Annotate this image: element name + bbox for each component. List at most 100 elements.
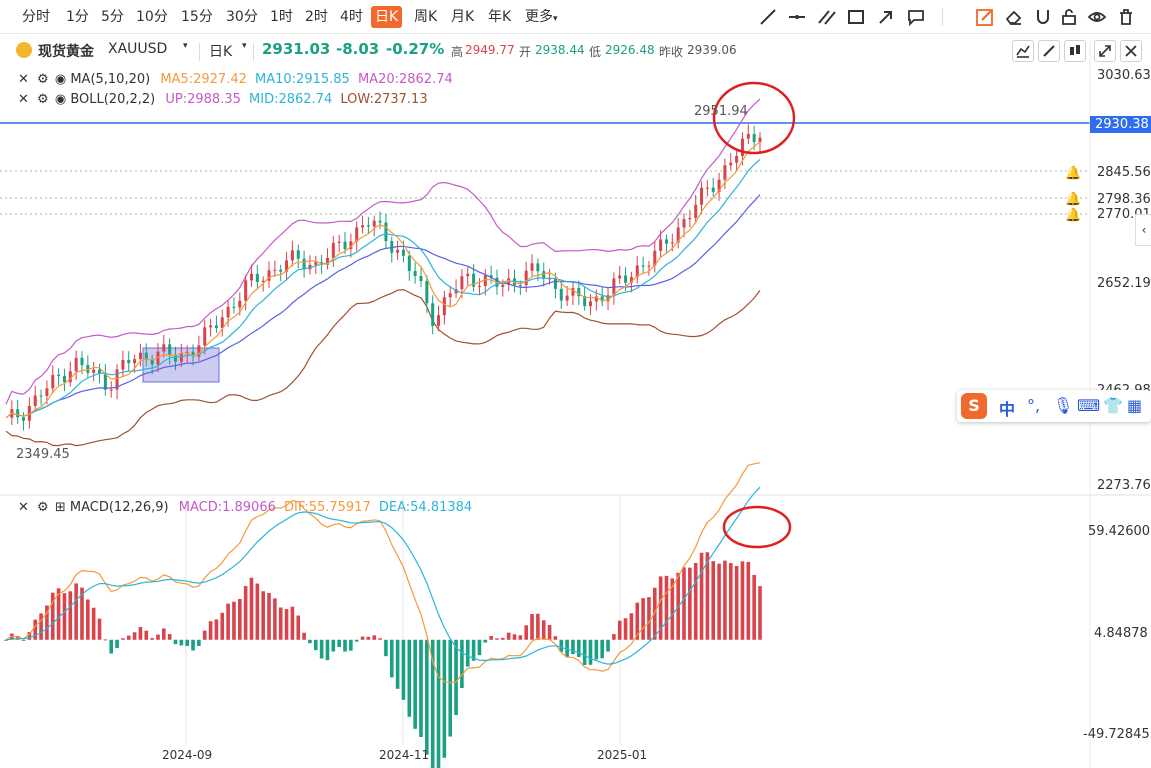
ma5-line (5, 141, 761, 419)
settings-icon[interactable]: ⚙ (37, 72, 49, 87)
candle-body (477, 285, 481, 287)
eraser-icon[interactable] (1004, 7, 1024, 27)
period-dropdown-icon[interactable]: ▾ (242, 41, 247, 51)
tf-fenshi[interactable]: 分时 (22, 9, 50, 25)
candle-body (168, 344, 172, 355)
candle-body (22, 417, 26, 421)
macd-bar (97, 618, 102, 640)
alert-bell-icon[interactable]: 🔔 (1065, 208, 1082, 223)
chart-grid (0, 40, 1151, 768)
macd-bar (121, 638, 125, 640)
candle-body (425, 281, 429, 304)
keyboard-icon[interactable]: ⌨ (1077, 396, 1101, 415)
tf-10min[interactable]: 10分 (136, 9, 168, 25)
candle-body (337, 241, 341, 243)
tf-4h[interactable]: 4时 (340, 9, 363, 25)
tf-daily[interactable]: 日K (371, 6, 403, 28)
tf-1min[interactable]: 1分 (66, 9, 89, 25)
fullscreen-button[interactable] (1094, 40, 1116, 62)
tf-15min[interactable]: 15分 (181, 9, 213, 25)
comment-icon[interactable] (906, 7, 926, 27)
candles (10, 124, 762, 431)
pencil-icon[interactable] (975, 7, 995, 27)
toolbox-icon[interactable]: ▦ (1127, 396, 1143, 415)
candle-body (203, 327, 207, 346)
open-label: 开 (519, 45, 532, 59)
candle-body (536, 263, 540, 272)
macd-bar (728, 563, 733, 640)
candle-icon (1070, 45, 1080, 55)
ime-toolbar[interactable]: S 中 °, 🎙 ⌨ 👕 ▦ (957, 390, 1151, 422)
candle-body (255, 273, 259, 282)
candle-body (396, 249, 400, 253)
macd-bar (296, 615, 301, 640)
candle-body (349, 241, 353, 250)
macd-bar (536, 613, 540, 640)
candle-type-button[interactable] (1064, 40, 1086, 62)
lock-icon[interactable] (1059, 7, 1079, 27)
candle-body (752, 134, 756, 143)
macd-bar (68, 591, 73, 640)
close-icon[interactable]: ✕ (18, 72, 29, 87)
symbol-name[interactable]: 现货黄金 (38, 44, 94, 60)
macd-bar (173, 639, 178, 645)
macd-bar (103, 639, 108, 641)
macd-bar (629, 613, 634, 640)
candle-body (191, 351, 195, 357)
macd-bar (471, 639, 476, 661)
trash-icon[interactable] (1116, 7, 1136, 27)
microphone-icon[interactable]: 🎙 (1053, 396, 1074, 415)
boll-lower-line (5, 288, 761, 447)
tf-monthly[interactable]: 月K (451, 9, 475, 25)
macd-bar (670, 578, 675, 640)
symbol-code[interactable]: XAUUSD (108, 41, 168, 57)
tf-30min[interactable]: 30分 (226, 9, 258, 25)
add-icon[interactable]: ⊞ (54, 500, 66, 515)
moving-averages (5, 81, 796, 419)
macd-bar (635, 602, 640, 640)
candle-body (466, 273, 470, 277)
macd-bar (419, 639, 423, 738)
candle-body (325, 258, 329, 265)
period-label[interactable]: 日K (209, 44, 233, 60)
candle-body (390, 241, 394, 253)
tf-yearly[interactable]: 年K (488, 9, 512, 25)
alert-bell-icon[interactable]: 🔔 (1065, 166, 1082, 181)
eye-icon[interactable] (1087, 7, 1107, 27)
candle-body (232, 306, 236, 308)
magnet-icon[interactable] (1033, 7, 1053, 27)
close-icon[interactable]: ✕ (18, 92, 29, 107)
tf-5min[interactable]: 5分 (101, 9, 124, 25)
macd-bar (518, 635, 523, 640)
rectangle-icon[interactable] (846, 7, 866, 27)
skin-icon[interactable]: 👕 (1103, 396, 1123, 415)
tf-weekly[interactable]: 周K (414, 9, 438, 25)
arrow-icon[interactable] (876, 7, 896, 27)
alert-bell-icon[interactable]: 🔔 (1065, 192, 1082, 207)
macd-bar (395, 639, 400, 689)
ime-logo-icon[interactable]: S (961, 393, 987, 419)
tf-1h[interactable]: 1时 (270, 9, 293, 25)
close-icon[interactable]: ✕ (18, 500, 29, 515)
trendline-icon[interactable] (758, 7, 778, 27)
visibility-icon[interactable]: ◉ (54, 92, 67, 107)
close-chart-button[interactable] (1120, 40, 1142, 62)
candle-body (279, 269, 283, 272)
settings-icon[interactable]: ⚙ (37, 92, 49, 107)
macd-bar (214, 619, 219, 640)
ime-punct-toggle[interactable]: °, (1027, 396, 1041, 415)
settings-icon[interactable]: ⚙ (37, 500, 49, 515)
symbol-dropdown-icon[interactable]: ▾ (183, 41, 188, 51)
draw-button[interactable] (1038, 40, 1060, 62)
parallel-lines-icon[interactable] (817, 7, 837, 27)
collapse-panel-button[interactable]: ‹ (1135, 214, 1151, 246)
horizontal-line-icon[interactable] (787, 7, 807, 27)
ime-lang-toggle[interactable]: 中 (999, 400, 1016, 419)
tf-2h[interactable]: 2时 (305, 9, 328, 25)
macd-bar (360, 636, 365, 640)
visibility-icon[interactable]: ◉ (54, 72, 67, 87)
tf-more[interactable]: 更多▾ (525, 7, 558, 29)
chart-style-button[interactable] (1012, 40, 1034, 62)
candle-body (740, 138, 744, 156)
